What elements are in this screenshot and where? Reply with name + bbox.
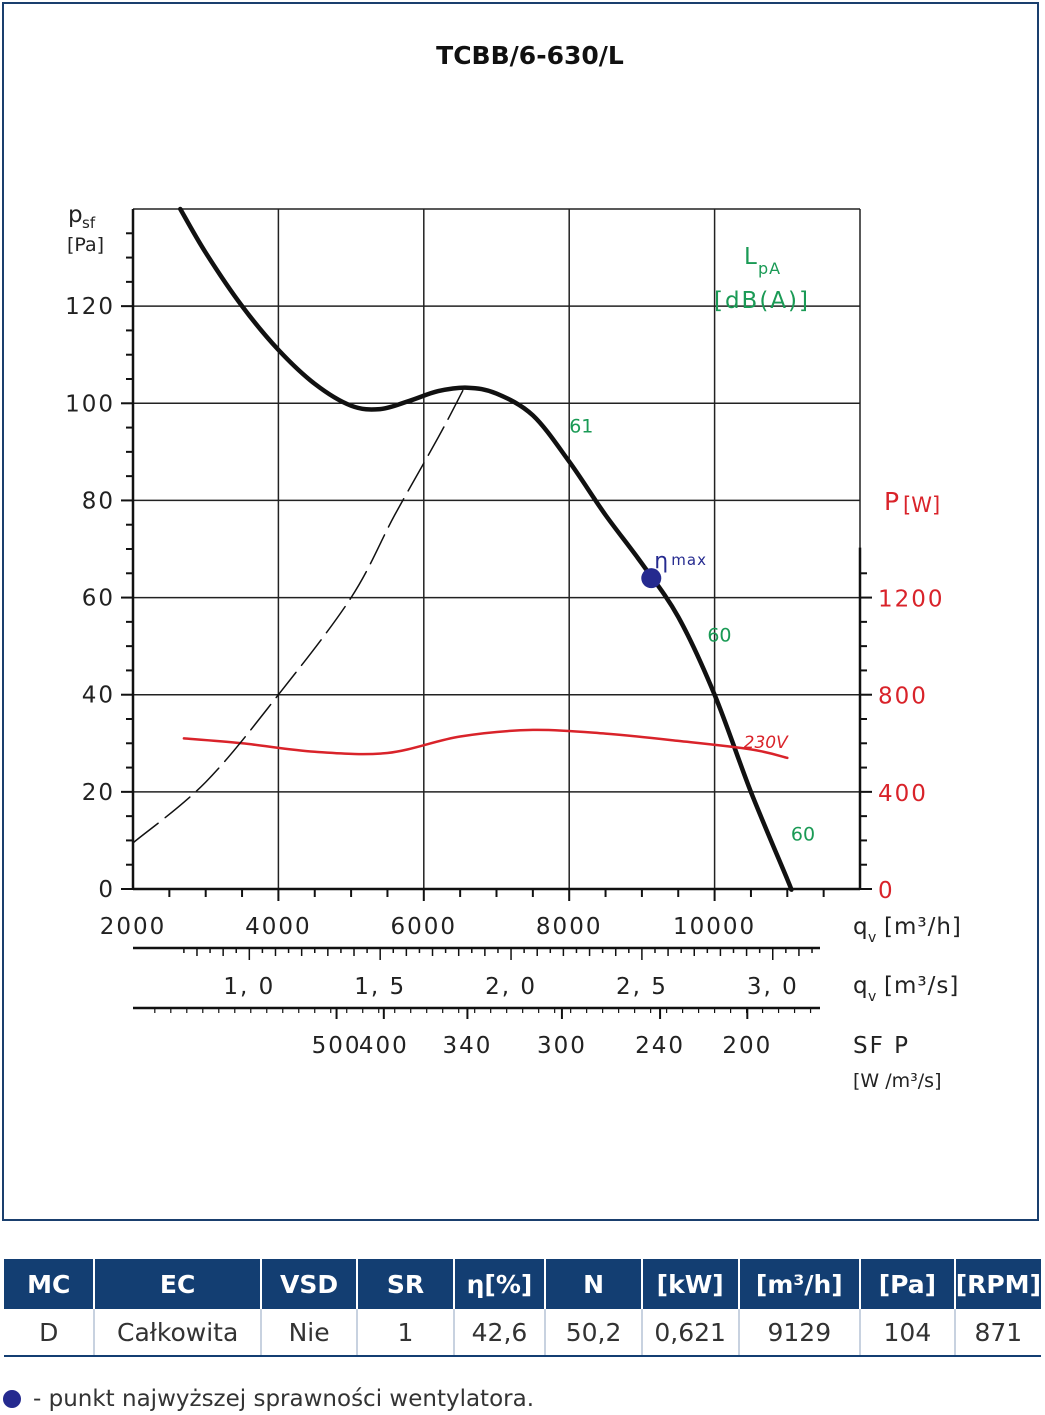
right-tick-label-1200: 1200 (878, 587, 945, 613)
right-axis-title: P (884, 487, 899, 516)
cell-mc: D (4, 1309, 96, 1357)
x2-axis-title: q (853, 973, 868, 999)
x2-tick-label-0: 1, 0 (223, 974, 275, 1000)
annotation-2: 60 (791, 823, 815, 845)
cell-vsd: Nie (260, 1309, 359, 1357)
series-line-230V (182, 728, 789, 760)
chart-title: TCBB/6-630/L (436, 41, 624, 70)
x2-axis-title-sub: v (868, 989, 876, 1005)
x-tick-label-2000: 2000 (100, 914, 167, 940)
eta-max-point (641, 568, 662, 589)
cell-ec: Całkowita (94, 1309, 262, 1357)
annotation-0: 61 (569, 415, 593, 437)
header-pa: [Pa] (860, 1259, 956, 1309)
x-axis-title-sub: v (868, 930, 876, 946)
y-tick-label-20: 20 (82, 780, 115, 806)
eta-max-symbol: η (654, 549, 668, 574)
header-ec: EC (94, 1259, 262, 1309)
cell-sr: 1 (357, 1309, 455, 1357)
y-tick-label-0: 0 (98, 877, 115, 903)
spec-table-header-row: MC EC VSD SR η[%] N [kW] [m³/h] [Pa] [RP… (4, 1259, 1041, 1309)
cell-pa: 104 (860, 1309, 956, 1357)
header-mc: MC (4, 1259, 96, 1309)
right-tick-label-0: 0 (878, 878, 895, 904)
x-tick-label-8000: 8000 (536, 914, 603, 940)
cell-n: 50,2 (545, 1309, 643, 1357)
x2-tick-label-3: 2, 5 (616, 974, 668, 1000)
grid (133, 208, 861, 889)
right-tick-label-400: 400 (878, 781, 928, 807)
x-axis-title: q (853, 914, 868, 940)
y-tick-label-100: 100 (65, 391, 115, 417)
lpa-label-sub: pA (758, 259, 781, 278)
series (132, 206, 794, 892)
spec-table: MC EC VSD SR η[%] N [kW] [m³/h] [Pa] [RP… (4, 1259, 1041, 1357)
sfp-axis-title: SF P (853, 1033, 910, 1059)
header-flow: [m³/h] (738, 1259, 862, 1309)
y-axis-unit: [Pa] (67, 234, 104, 256)
footnote-text: - punkt najwyższej sprawności wentylator… (33, 1386, 535, 1412)
x-tick-label-10000: 10000 (673, 914, 756, 940)
x-tick-label-4000: 4000 (245, 914, 312, 940)
header-eta: η[%] (453, 1259, 547, 1309)
sfp-axis-unit: [W /m³/s] (853, 1070, 941, 1092)
x-tick-label-6000: 6000 (391, 914, 458, 940)
x2-axis-unit: [m³/s] (884, 973, 959, 999)
chart-frame (2, 2, 1039, 1221)
sfp-tick-label-4: 240 (635, 1033, 685, 1059)
series-line-pressure (178, 206, 794, 892)
y-tick-label-120: 120 (65, 294, 115, 320)
eta-max-legend-dot (3, 1390, 21, 1408)
sfp-tick-label-2: 340 (442, 1033, 492, 1059)
y-axis-title-sub: sf (82, 214, 96, 232)
x2-tick-label-4: 3, 0 (747, 974, 799, 1000)
y-tick-label-80: 80 (82, 488, 115, 514)
header-n: N (545, 1259, 643, 1309)
sfp-tick-label-3: 300 (537, 1033, 587, 1059)
cell-kw: 0,621 (641, 1309, 740, 1357)
cell-eta: 42,6 (453, 1309, 547, 1357)
eta-max-label: max (671, 551, 707, 569)
cell-rpm: 871 (954, 1309, 1041, 1357)
y-tick-label-40: 40 (82, 683, 115, 709)
x-axis-unit: [m³/h] (884, 914, 962, 940)
lpa-unit: [dB(A)] (714, 288, 810, 314)
header-kw: [kW] (641, 1259, 740, 1309)
lpa-label: L (744, 244, 757, 270)
sfp-tick-label-1: 400 (359, 1033, 409, 1059)
header-vsd: VSD (260, 1259, 359, 1309)
series-line-system (132, 387, 465, 844)
x2-tick-label-2: 2, 0 (485, 974, 537, 1000)
cell-flow: 9129 (738, 1309, 862, 1357)
right-axis-unit: [W] (903, 493, 940, 517)
annotation-3: 230V (744, 733, 789, 753)
header-rpm: [RPM] (954, 1259, 1041, 1309)
x2-tick-label-1: 1, 5 (354, 974, 406, 1000)
spec-table-row: D Całkowita Nie 1 42,6 50,2 0,621 9129 1… (4, 1309, 1041, 1357)
annotation-1: 60 (707, 624, 731, 646)
y-axis-title: p (68, 202, 83, 228)
y-tick-label-60: 60 (82, 586, 115, 612)
footnote: - punkt najwyższej sprawności wentylator… (3, 1386, 534, 1412)
sfp-tick-label-5: 200 (722, 1033, 772, 1059)
sfp-tick-label-0: 500 (312, 1033, 362, 1059)
header-sr: SR (357, 1259, 455, 1309)
right-tick-label-800: 800 (878, 684, 928, 710)
